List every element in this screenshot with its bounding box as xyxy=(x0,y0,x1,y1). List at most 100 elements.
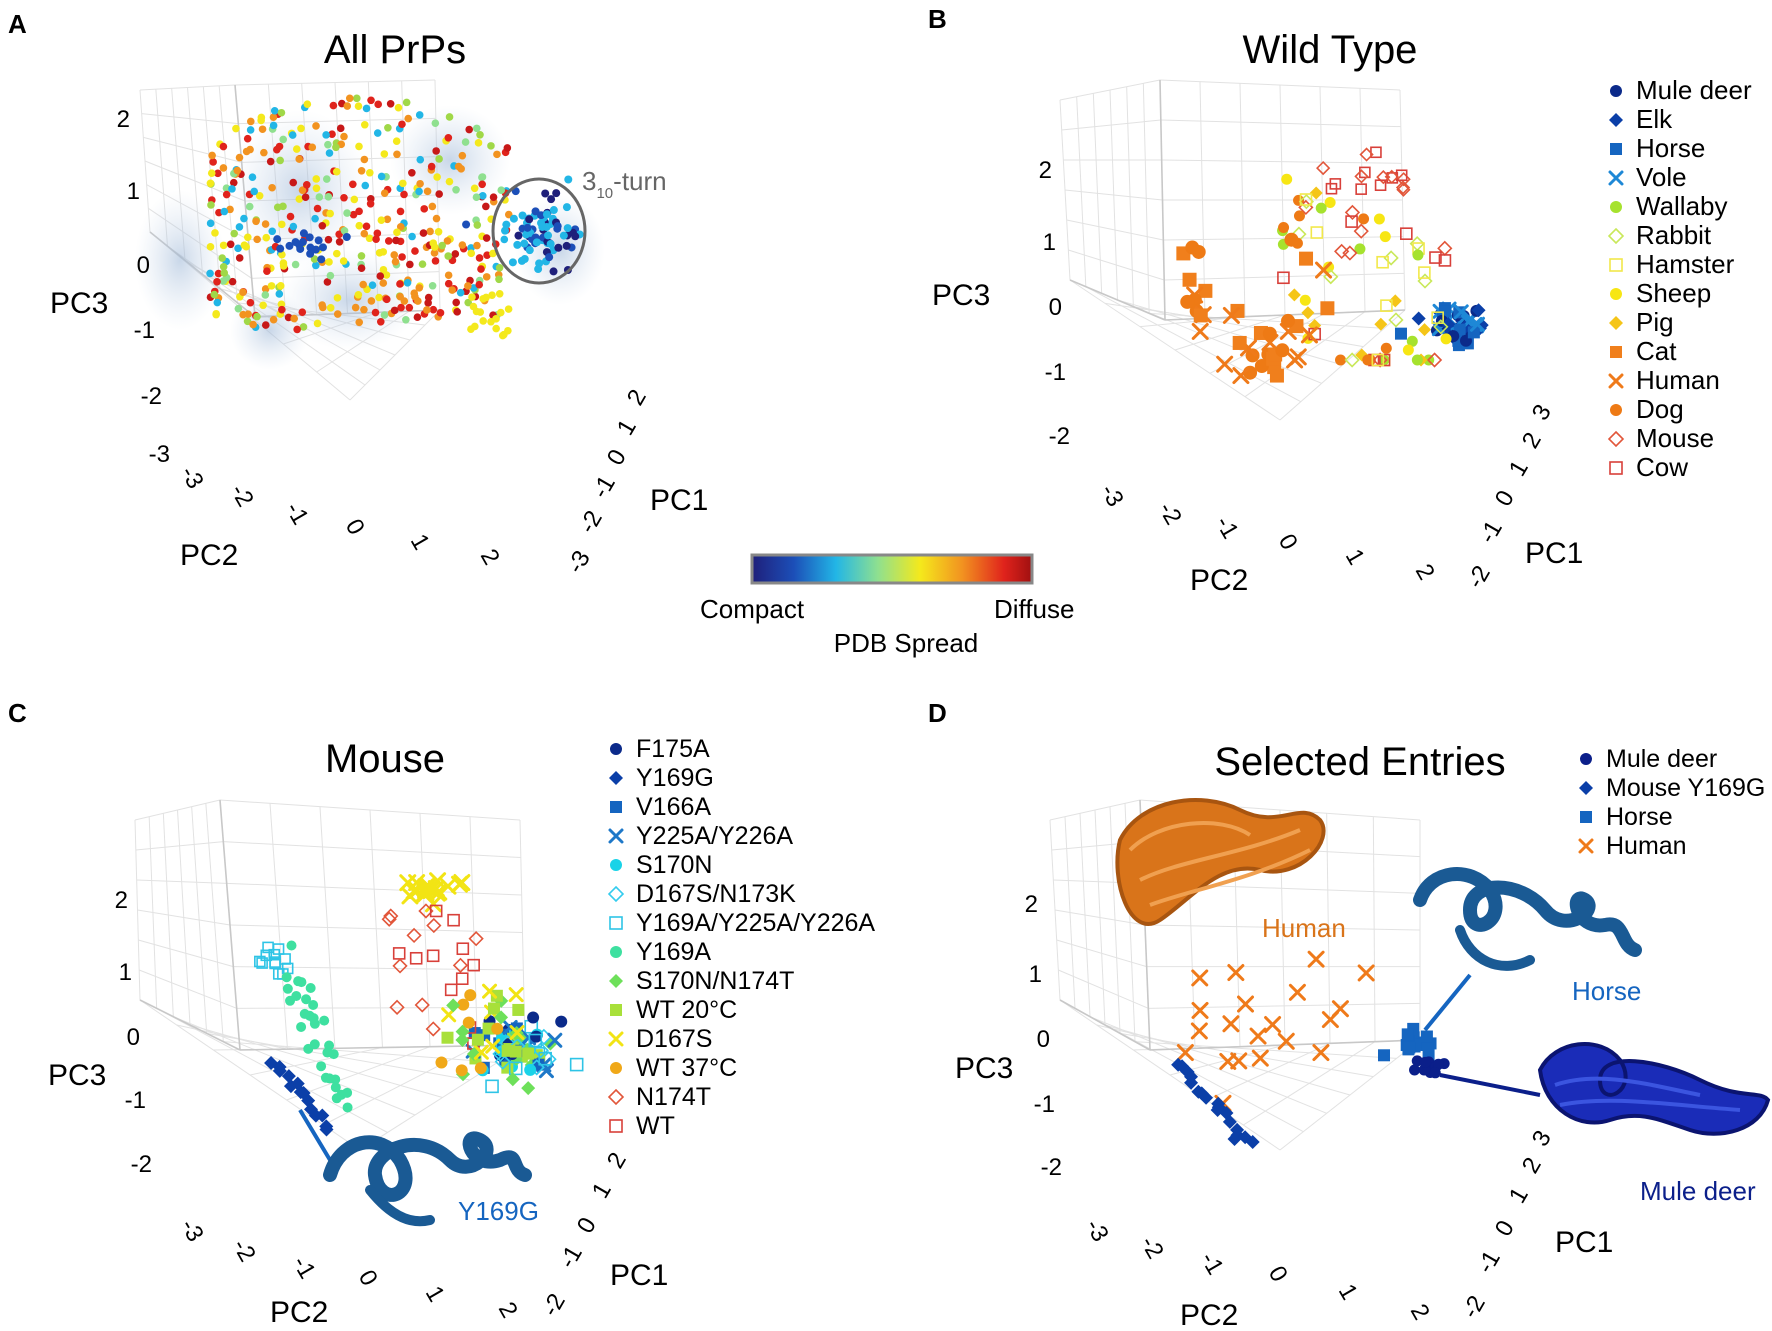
data-point xyxy=(542,210,551,219)
grid-line xyxy=(1059,999,1151,1051)
data-point xyxy=(276,244,285,253)
data-point xyxy=(288,131,297,139)
data-point xyxy=(433,173,441,181)
x-tick: -1 xyxy=(287,1252,321,1284)
data-point xyxy=(360,305,368,314)
legend-marker xyxy=(609,771,623,785)
data-point xyxy=(467,244,475,252)
data-point xyxy=(455,1024,470,1039)
data-point xyxy=(1372,352,1388,368)
data-point xyxy=(1420,1030,1433,1043)
density-blob xyxy=(230,290,310,370)
x-ticks-d: -3 -2 -1 0 1 2 xyxy=(1080,1215,1435,1325)
x-tick: 1 xyxy=(1340,545,1370,570)
x-tick: -1 xyxy=(280,498,314,530)
grid-line xyxy=(189,1024,443,1098)
data-point xyxy=(208,151,216,160)
data-point xyxy=(311,214,319,223)
data-point xyxy=(326,209,334,218)
data-point xyxy=(534,265,543,274)
depth-tick: 0 xyxy=(602,445,632,470)
data-point xyxy=(302,181,311,189)
data-point xyxy=(258,125,267,134)
data-point xyxy=(1374,317,1388,331)
data-point xyxy=(524,1063,537,1076)
data-point xyxy=(520,239,529,248)
data-point xyxy=(1300,326,1318,344)
ticks-b: -3 -2 -1 0 1 2 2 1 0 -1 -2 3 2 1 0 -1 -2 xyxy=(1039,157,1557,593)
data-point xyxy=(398,120,406,129)
depth-tick: -3 xyxy=(562,546,596,578)
z-tick: 2 xyxy=(117,106,130,133)
data-point xyxy=(402,315,410,324)
data-point xyxy=(285,995,296,1006)
data-point xyxy=(392,958,408,974)
legend-marker xyxy=(1610,143,1622,155)
data-point xyxy=(426,949,440,963)
data-point xyxy=(450,875,468,893)
depth-tick: -2 xyxy=(1462,561,1496,593)
grid-line xyxy=(141,113,239,125)
data-point xyxy=(1379,231,1391,243)
data-point xyxy=(452,957,469,973)
data-point xyxy=(273,235,282,244)
data-point xyxy=(392,137,401,146)
data-point xyxy=(1301,306,1315,320)
data-point xyxy=(430,243,439,251)
grid-line xyxy=(135,841,224,851)
data-point xyxy=(1191,1001,1209,1019)
data-point xyxy=(340,193,348,202)
data-point xyxy=(553,222,562,231)
data-point xyxy=(1418,266,1431,279)
data-point xyxy=(260,949,273,962)
legend-marker xyxy=(1580,811,1592,823)
data-point xyxy=(1396,172,1411,187)
z-tick: 1 xyxy=(1043,229,1056,256)
data-point xyxy=(242,147,251,156)
depth-ticks-c: 2 1 0 -1 -2 xyxy=(537,1148,632,1321)
data-point xyxy=(261,220,270,228)
data-point xyxy=(253,235,261,244)
data-point xyxy=(359,280,368,289)
data-point xyxy=(325,149,334,157)
legend-item: Human xyxy=(1608,365,1720,395)
data-point xyxy=(405,303,414,312)
data-point xyxy=(487,142,495,150)
data-point xyxy=(268,227,277,236)
legend-label: Y169A xyxy=(636,938,711,966)
data-point xyxy=(1299,294,1311,306)
data-point xyxy=(324,235,333,244)
depth-tick: 3 xyxy=(1527,400,1557,425)
legend-item: F175A xyxy=(610,735,710,763)
data-point xyxy=(1354,243,1366,255)
data-point xyxy=(322,175,331,183)
data-point xyxy=(295,195,304,203)
data-point xyxy=(521,1081,536,1096)
depth-tick: 2 xyxy=(602,1148,632,1173)
grid-line xyxy=(219,799,521,821)
depth-tick: -1 xyxy=(587,471,621,503)
legend-label: WT 37°C xyxy=(636,1054,737,1082)
legend-label: Hamster xyxy=(1636,249,1735,279)
data-point xyxy=(1409,1064,1421,1076)
grid-line xyxy=(1059,79,1161,101)
data-point xyxy=(245,202,254,211)
data-point xyxy=(277,108,286,117)
structure-label-horse: Horse xyxy=(1572,976,1641,1006)
data-point xyxy=(468,293,476,301)
data-point xyxy=(329,101,338,110)
data-point xyxy=(1232,335,1247,350)
data-point xyxy=(232,124,240,133)
data-point xyxy=(319,1015,330,1026)
data-point xyxy=(415,284,424,292)
legend-item: Hamster xyxy=(1609,249,1735,279)
grid-line xyxy=(1079,813,1091,1017)
data-point xyxy=(332,143,340,152)
data-point xyxy=(416,179,424,188)
data-point xyxy=(333,310,342,318)
data-point xyxy=(1316,160,1331,176)
x-tick: 0 xyxy=(340,515,370,540)
axis-grid-d xyxy=(1049,799,1421,1151)
data-point xyxy=(260,148,268,157)
